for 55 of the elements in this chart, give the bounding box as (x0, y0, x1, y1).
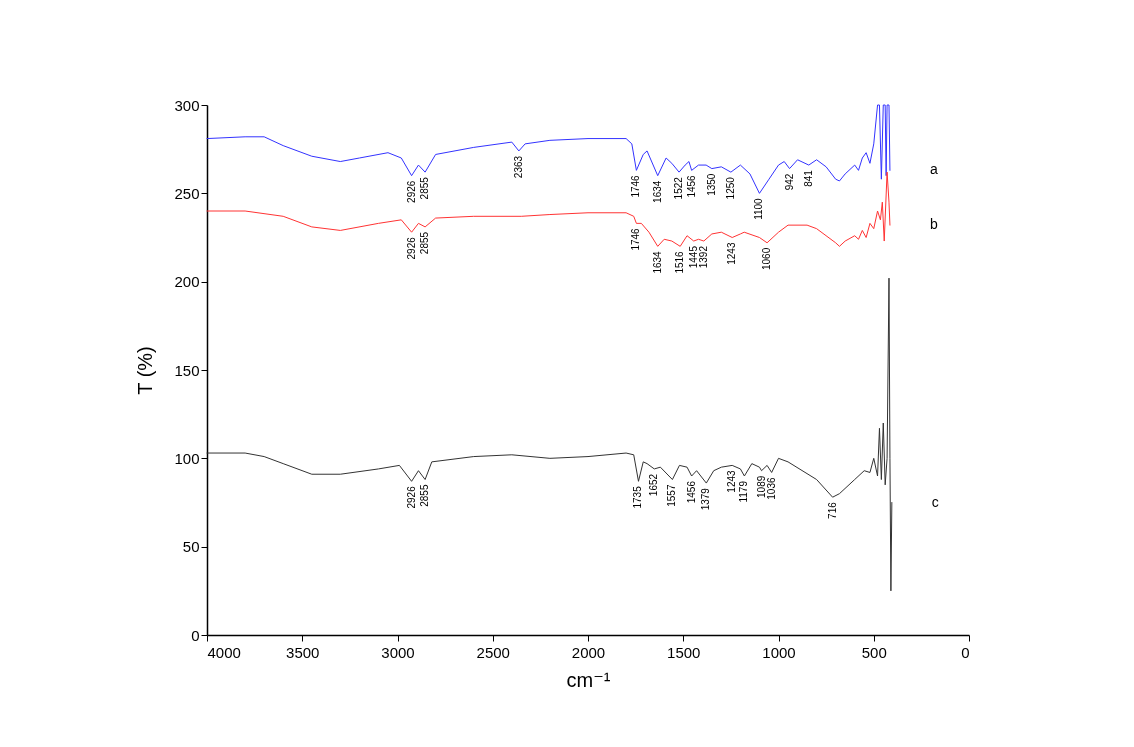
annotation: 1522 (673, 176, 685, 200)
annotation: 1379 (700, 487, 712, 511)
annotation: 1634 (651, 180, 663, 203)
x-tick-label: 3000 (381, 643, 415, 661)
annotation: 1652 (648, 473, 660, 497)
text: a (929, 161, 938, 178)
y-tick-label: 0 (191, 626, 200, 644)
x-tick-label: 2500 (476, 643, 510, 661)
x-tick-label: 1000 (762, 643, 796, 661)
annotation: 1243 (726, 469, 738, 493)
annotation: 1392 (697, 245, 709, 269)
x-tick-label: 0 (961, 643, 970, 661)
annotation: 1179 (738, 480, 750, 503)
annotation: 1089 (755, 475, 767, 498)
y-axis-title: T (%) (134, 346, 157, 395)
line-series (206, 277, 893, 592)
annotation: 1036 (765, 477, 777, 500)
annotation: 841 (802, 169, 814, 187)
y-tick-label: 100 (174, 449, 200, 467)
text: b (929, 216, 938, 233)
y-tick-label: 150 (174, 361, 200, 379)
annotation: 1746 (630, 174, 642, 198)
annotation: 1634 (651, 250, 663, 274)
y-tick-label: 300 (174, 96, 200, 114)
y-tick-label: 200 (174, 273, 200, 291)
annotation: 2926 (405, 180, 417, 203)
annotation: 1445 (687, 245, 699, 269)
annotation: 942 (783, 173, 795, 191)
annotation: 2363 (512, 155, 524, 179)
annotation: 1456 (685, 480, 697, 504)
y-tick-label: 50 (182, 538, 200, 556)
annotation: 1557 (666, 484, 678, 507)
annotation: 1060 (761, 247, 773, 271)
annotation: 2855 (419, 231, 431, 255)
annotation: 2926 (405, 236, 417, 260)
x-tick-label: 3500 (286, 643, 320, 661)
annotation: 1243 (726, 242, 738, 265)
annotation: 2926 (405, 485, 417, 509)
annotation: 1735 (632, 485, 644, 509)
annotation: 2855 (419, 176, 431, 200)
y-tick-label: 250 (174, 184, 200, 202)
annotation: 1516 (674, 250, 686, 274)
x-tick-label: 500 (861, 643, 887, 661)
x-tick-label: 1500 (667, 643, 701, 661)
annotation: 1100 (753, 197, 765, 220)
annotation: 1456 (685, 174, 697, 198)
annotation: 1746 (630, 227, 642, 251)
x-tick-label: 4000 (207, 643, 241, 661)
x-axis-title: cm⁻¹ (566, 668, 611, 691)
annotation: 1250 (724, 176, 736, 200)
x-tick-label: 2000 (571, 643, 606, 661)
text: c (931, 493, 939, 510)
annotation: 2855 (419, 484, 431, 507)
annotation: 716 (826, 501, 838, 519)
annotation: 1350 (705, 173, 717, 196)
